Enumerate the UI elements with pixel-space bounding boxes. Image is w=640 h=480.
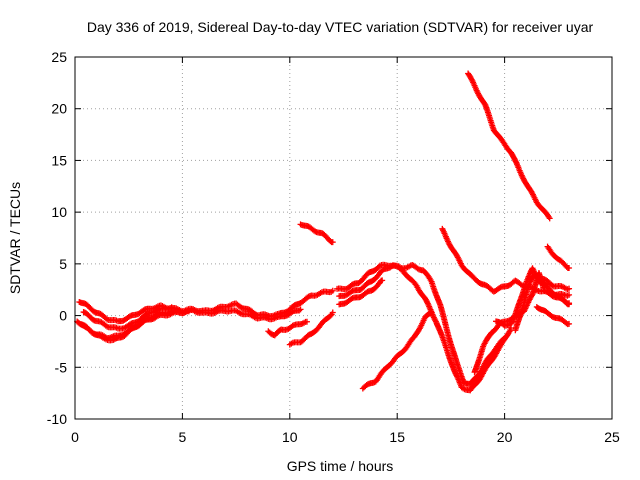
data-point: [566, 300, 573, 307]
data-point: [297, 306, 304, 313]
y-axis-label: SDTVAR / TECUs: [7, 182, 23, 294]
data-point: [112, 335, 119, 342]
data-point: [500, 321, 507, 328]
series-track-m: [465, 70, 553, 222]
x-tick-label: 15: [389, 429, 405, 445]
data-point: [303, 318, 310, 325]
data-point: [423, 297, 430, 304]
series-track-e: [265, 318, 310, 339]
x-tick-label: 25: [604, 429, 620, 445]
x-tick-label: 5: [179, 429, 187, 445]
data-points: [74, 70, 573, 394]
data-point: [566, 264, 573, 271]
data-point: [546, 215, 553, 222]
tick-labels: 0 5 10 15 20 25 -10 -5 0 5 10 15 20 25: [47, 49, 620, 445]
y-tick-label: 0: [59, 308, 67, 324]
data-point: [185, 308, 192, 315]
data-point: [428, 309, 435, 316]
x-tick-label: 10: [282, 429, 298, 445]
series-track-j: [336, 277, 386, 308]
y-tick-label: 15: [51, 152, 67, 168]
data-point: [427, 310, 434, 317]
x-tick-label: 20: [497, 429, 513, 445]
data-point: [327, 312, 334, 319]
data-point: [329, 309, 336, 316]
data-point: [545, 214, 552, 221]
series-track-s: [540, 287, 573, 307]
axis-ticks: [74, 56, 613, 420]
chart-title: Day 336 of 2019, Sidereal Day-to-day VTE…: [87, 19, 594, 35]
x-tick-label: 0: [71, 429, 79, 445]
series-track-d: [80, 304, 175, 332]
data-point: [348, 288, 355, 295]
data-point: [329, 239, 336, 246]
data-point: [508, 324, 515, 331]
y-tick-label: 25: [51, 49, 67, 65]
data-point: [566, 320, 573, 327]
y-tick-label: 20: [51, 101, 67, 117]
data-point: [140, 307, 147, 314]
data-point: [379, 267, 386, 274]
data-point: [566, 285, 573, 292]
y-tick-label: -10: [47, 411, 67, 427]
series-track-g: [297, 221, 336, 246]
data-point: [348, 295, 355, 302]
data-point: [379, 277, 386, 284]
series-track-a: [76, 287, 336, 325]
y-tick-label: 10: [51, 204, 67, 220]
grid-lines: [75, 57, 612, 419]
data-point: [348, 281, 355, 288]
series-track-r: [544, 243, 573, 271]
data-point: [127, 321, 134, 328]
y-tick-label: -5: [55, 359, 68, 375]
data-point: [168, 304, 175, 311]
data-point: [296, 307, 303, 314]
series-track-c: [78, 308, 192, 344]
series-track-f: [286, 309, 336, 348]
series-track-i: [336, 262, 515, 394]
plot-frame: [74, 56, 613, 420]
data-point: [329, 287, 336, 294]
series-track-p: [512, 271, 573, 334]
series-track-k: [359, 309, 435, 392]
data-point: [312, 228, 319, 235]
data-point: [512, 156, 519, 163]
y-tick-label: 5: [59, 256, 67, 272]
x-axis-label: GPS time / hours: [287, 458, 394, 474]
data-point: [566, 291, 573, 298]
series-track-q: [533, 303, 573, 328]
